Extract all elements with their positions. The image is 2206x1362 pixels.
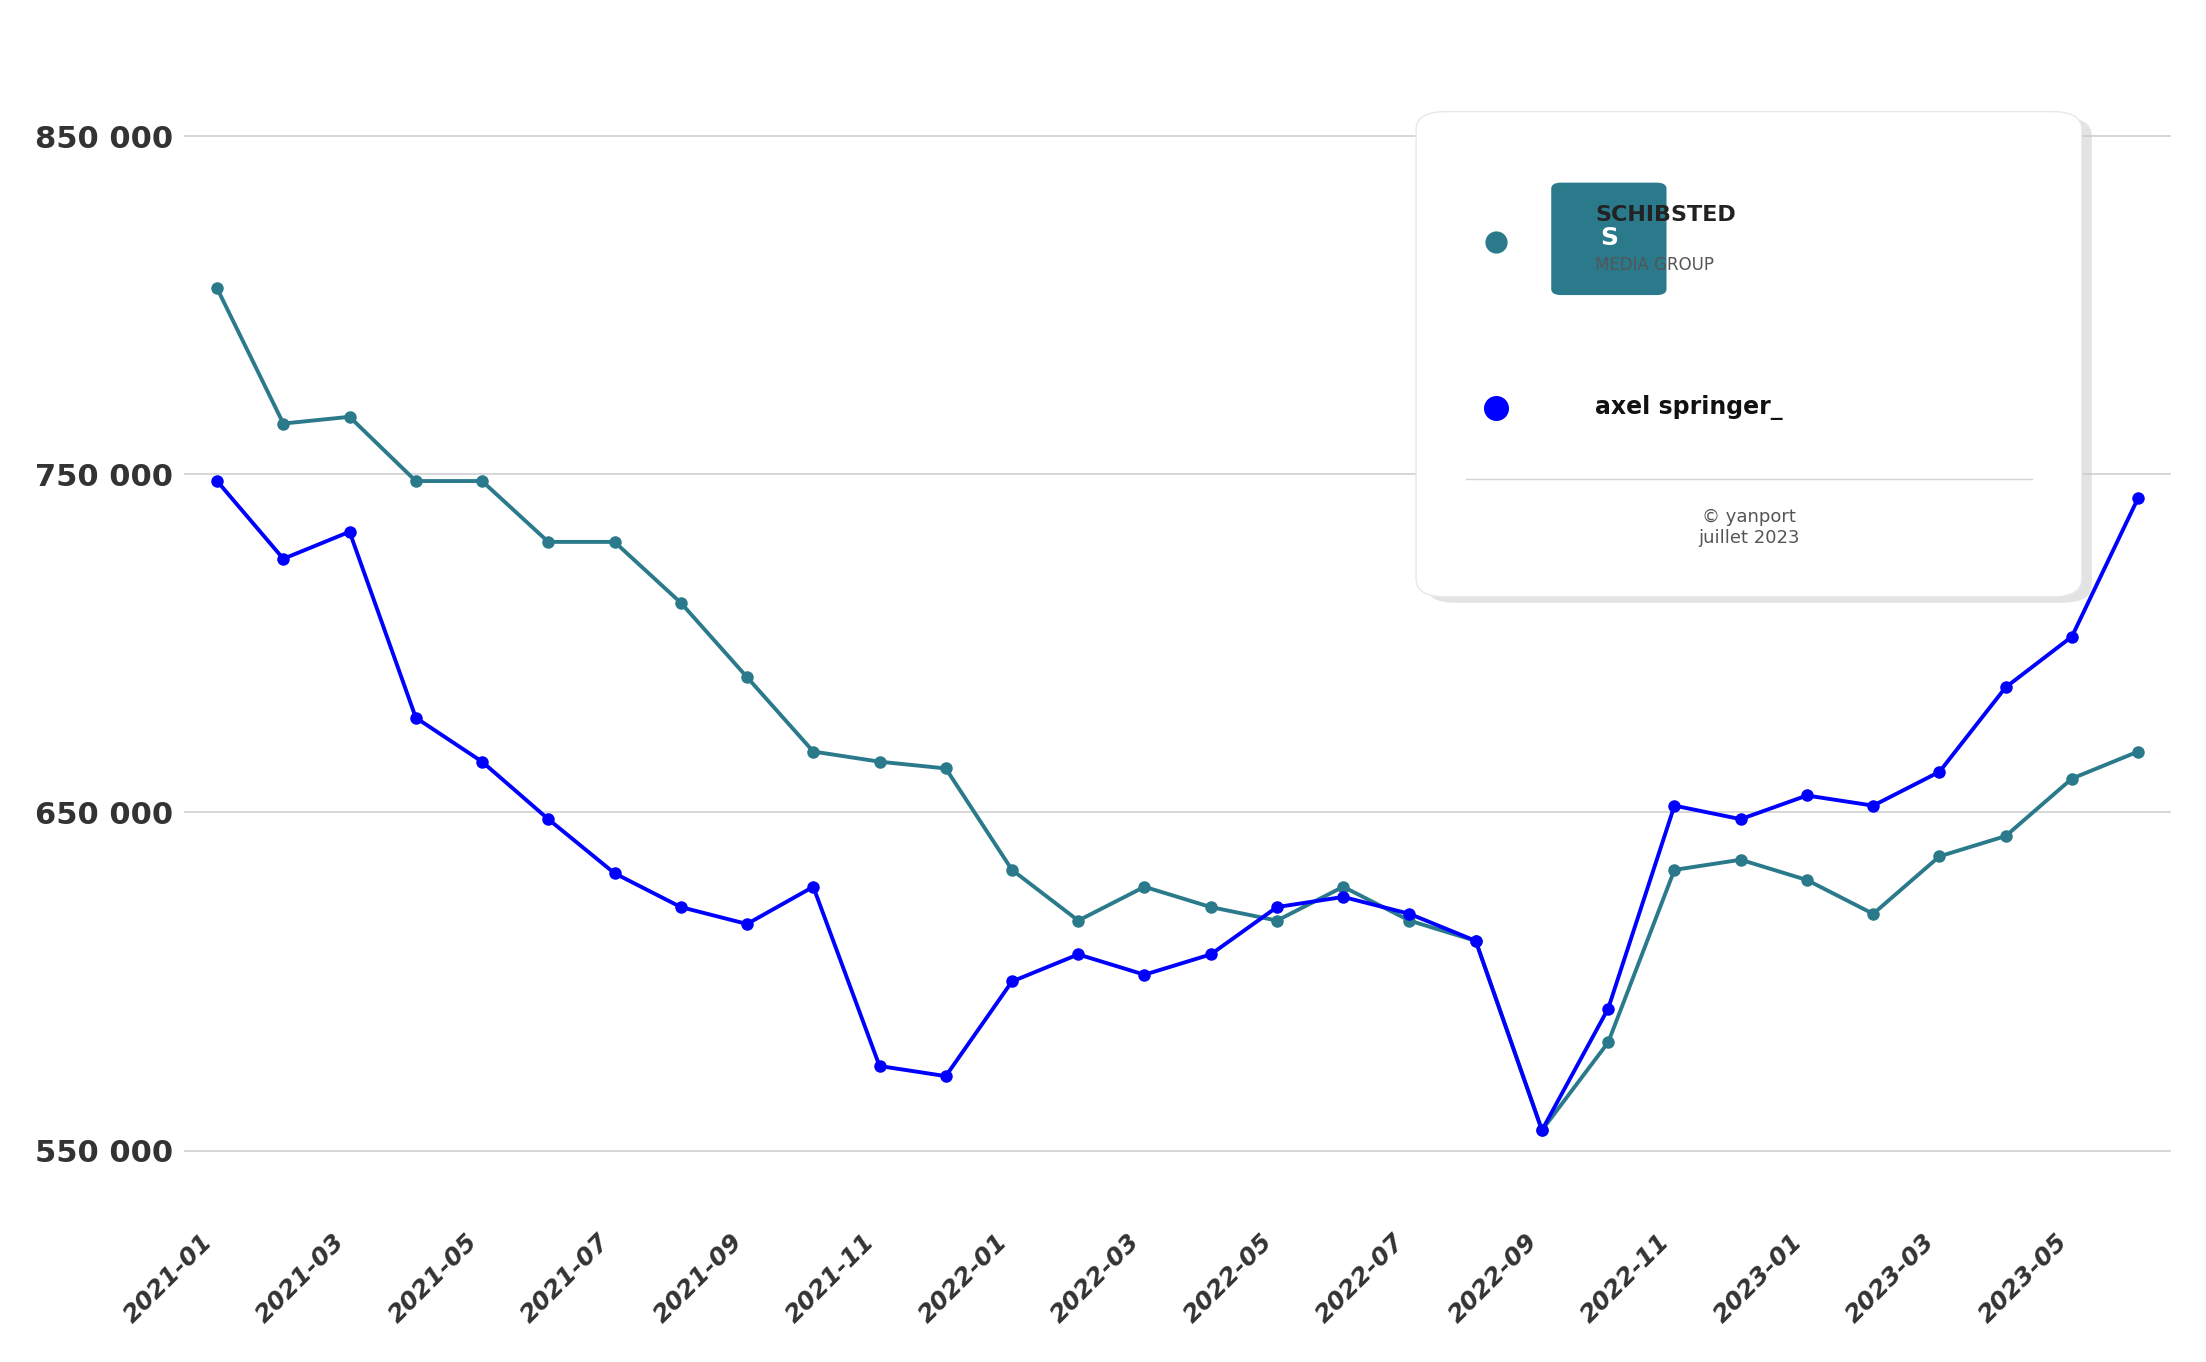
FancyBboxPatch shape xyxy=(1551,183,1666,296)
Text: © yanport
juillet 2023: © yanport juillet 2023 xyxy=(1699,508,1800,548)
Text: axel springer_: axel springer_ xyxy=(1595,395,1782,419)
Text: SCHIBSTED: SCHIBSTED xyxy=(1595,204,1736,225)
Text: S: S xyxy=(1599,226,1617,251)
Text: MEDIA GROUP: MEDIA GROUP xyxy=(1595,256,1714,275)
FancyBboxPatch shape xyxy=(1416,112,2082,597)
FancyBboxPatch shape xyxy=(1425,117,2091,603)
